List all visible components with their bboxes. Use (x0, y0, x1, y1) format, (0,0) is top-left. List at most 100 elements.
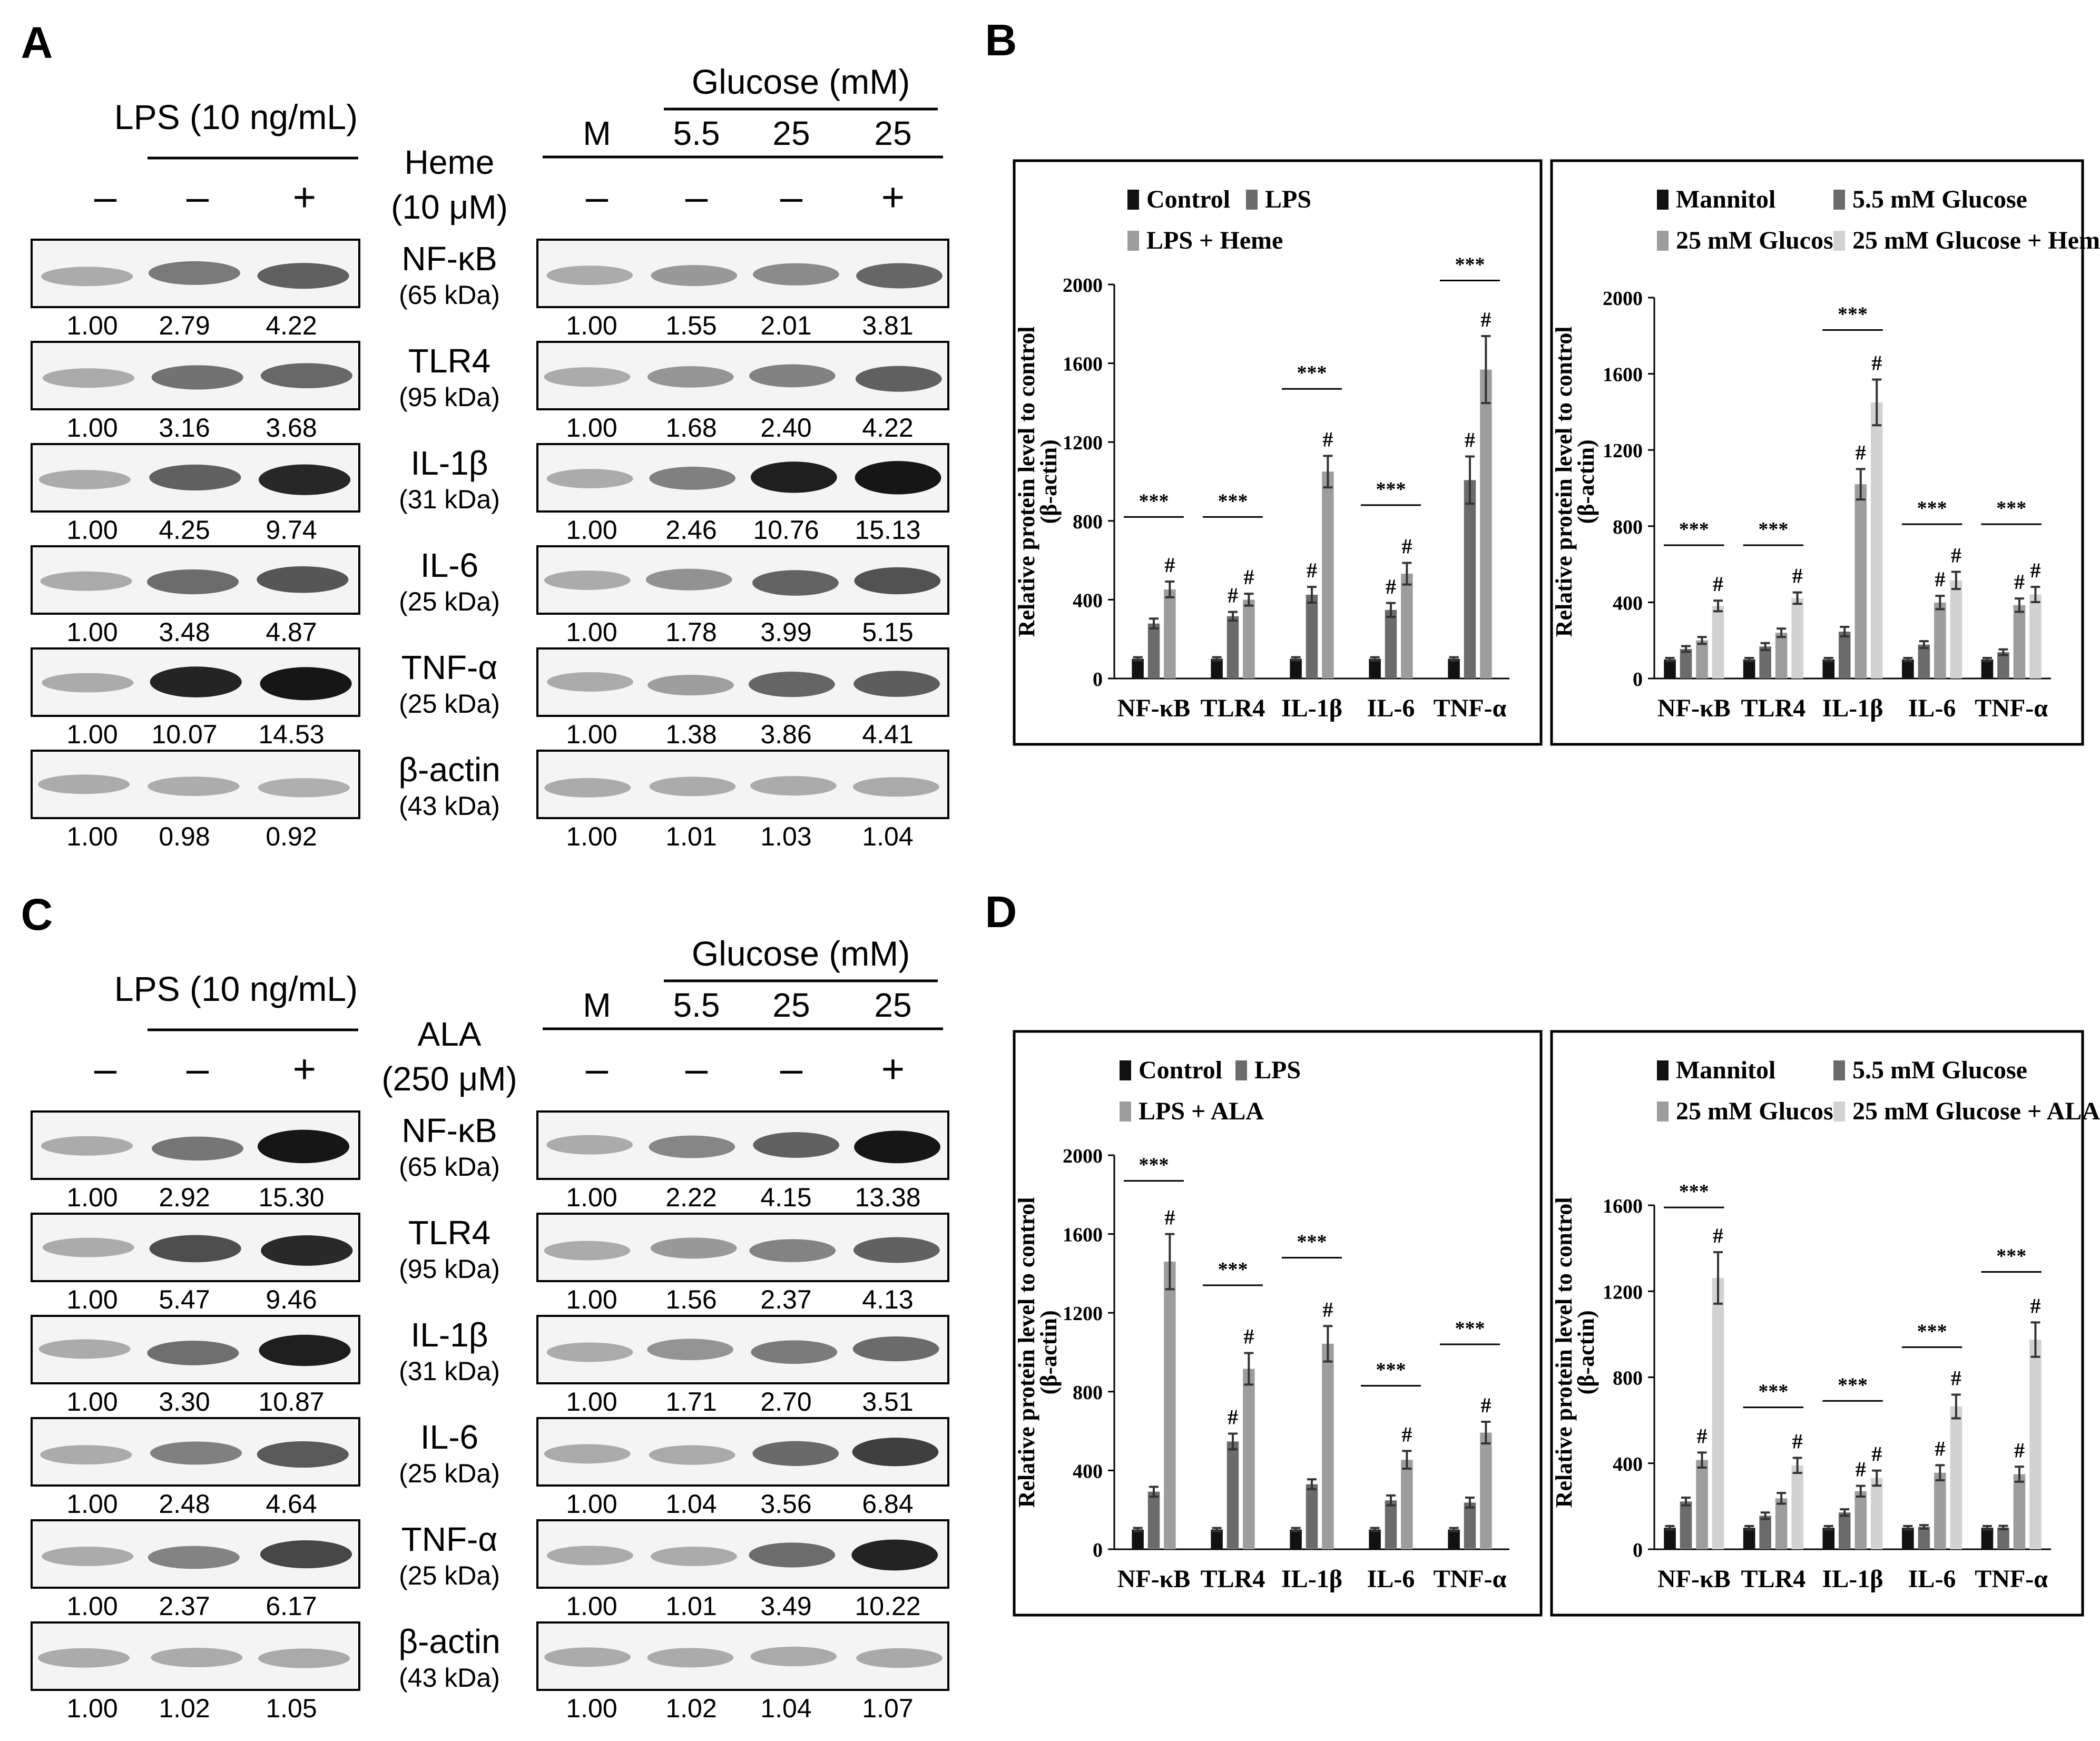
bar (2029, 1340, 2042, 1549)
chart-frame (1013, 159, 1543, 746)
blot-left (31, 1213, 360, 1282)
treatment-conc: (10 μM) (391, 188, 508, 226)
blot-band (645, 568, 732, 591)
protein-name: IL-1β (410, 444, 488, 482)
blot-band (257, 1129, 350, 1164)
legend-swatch (1657, 1060, 1669, 1080)
bar (1950, 1406, 1962, 1549)
bar (1918, 644, 1930, 678)
bar (1981, 1528, 1994, 1549)
ratio-value: 1.00 (66, 1591, 117, 1621)
y-tick-label: 800 (1613, 516, 1643, 538)
ratio-value: 1.00 (566, 822, 617, 851)
x-tick-label: NF-κB (1657, 694, 1731, 722)
bar (1997, 652, 2009, 678)
y-axis-label: Relative protein level to control (1551, 327, 1577, 637)
bar (2013, 605, 2026, 678)
bar (1934, 602, 1946, 678)
bar (1164, 589, 1176, 678)
bar (1870, 1478, 1883, 1549)
y-axis-label: Relative protein level to control (1014, 1197, 1039, 1508)
ratio-value: 4.22 (266, 311, 317, 340)
x-tick-label: TLR4 (1741, 694, 1806, 722)
significance-label: *** (1996, 497, 2026, 519)
significance-label: *** (1758, 518, 1788, 540)
ratio-value: 1.00 (566, 413, 617, 442)
hash-mark: # (1856, 1458, 1866, 1481)
hash-mark: # (2014, 570, 2025, 594)
bar (1680, 1501, 1692, 1549)
bar (1401, 1460, 1413, 1549)
blot-band (259, 1334, 351, 1366)
blot-band (38, 774, 130, 794)
bar (1226, 616, 1239, 678)
protein-name: NF-κB (401, 240, 497, 278)
hash-mark: # (1228, 1405, 1238, 1429)
legend-swatch (1246, 190, 1258, 210)
hash-mark: # (1856, 440, 1866, 464)
ratio-value: 1.68 (665, 413, 717, 442)
bar (1950, 580, 1962, 678)
y-tick-label: 2000 (1603, 288, 1643, 310)
bar (1838, 1512, 1851, 1549)
hash-mark: # (1871, 351, 1882, 375)
bar (1743, 1528, 1755, 1549)
blot-band (750, 1646, 837, 1667)
treatment-label: ALA (418, 1015, 482, 1053)
ratio-value: 1.00 (66, 720, 117, 749)
ratio-value: 1.00 (566, 1489, 617, 1519)
legend-swatch (1120, 1060, 1131, 1080)
protein-kda: (95 kDa) (399, 382, 500, 412)
blot-band (42, 673, 134, 693)
treatment-sign: – (586, 175, 609, 220)
blot-band (544, 1241, 631, 1261)
x-tick-label: IL-1β (1822, 1565, 1883, 1593)
blot-band (649, 1445, 735, 1465)
ratio-value: 1.02 (665, 1694, 717, 1723)
treatment-sign: – (586, 1047, 609, 1091)
x-tick-label: TLR4 (1201, 694, 1265, 722)
column-label: 25 (874, 986, 911, 1024)
bar (1680, 648, 1692, 678)
x-tick-label: NF-κB (1657, 1565, 1731, 1593)
legend-label: LPS + ALA (1139, 1097, 1264, 1125)
blot-right (536, 341, 949, 410)
panel-letter: A (21, 18, 53, 67)
blot-band (753, 1132, 840, 1158)
bar (1385, 1500, 1397, 1549)
bar (1775, 1498, 1788, 1549)
treatment-sign: – (685, 175, 708, 220)
blot-band (546, 469, 633, 488)
blot-band (544, 571, 631, 590)
panel-letter: B (985, 15, 1017, 65)
ratio-value: 1.71 (665, 1387, 717, 1417)
ratio-value: 9.46 (266, 1285, 317, 1314)
bar (1480, 1432, 1492, 1549)
blot-right (536, 545, 949, 615)
bar (1132, 1529, 1144, 1549)
blot-band (148, 1546, 240, 1569)
blot-band (749, 364, 836, 388)
ratio-value: 3.30 (159, 1387, 210, 1417)
treatment-sign: + (293, 175, 316, 220)
blot-left (31, 341, 360, 410)
y-tick-label: 400 (1073, 1460, 1103, 1482)
x-tick-label: IL-1β (1281, 1565, 1342, 1593)
right-header: Glucose (mM) (692, 934, 910, 973)
y-axis-label: Relative protein level to control (1551, 1197, 1577, 1508)
chart-frame (1550, 1030, 2084, 1617)
bar-chart: Control LPS LPS + Heme Relative protein lev… (1013, 159, 1543, 746)
bar (1290, 658, 1302, 678)
blot-band (40, 1445, 132, 1465)
blot-band (146, 569, 239, 595)
panel-c: C LPS (10 ng/mL) – – + ALA (250 μM) Glucose (mM… (21, 890, 949, 1723)
blot-right (536, 1621, 949, 1691)
hash-mark: # (1697, 1424, 1708, 1448)
legend-swatch (1235, 1060, 1247, 1080)
blot-band (42, 1237, 134, 1257)
treatment-sign: + (293, 1047, 316, 1091)
left-header: LPS (10 ng/mL) (114, 97, 358, 136)
blot-band (41, 267, 133, 287)
blot-band (749, 1239, 836, 1262)
ratio-value: 1.07 (862, 1694, 913, 1723)
